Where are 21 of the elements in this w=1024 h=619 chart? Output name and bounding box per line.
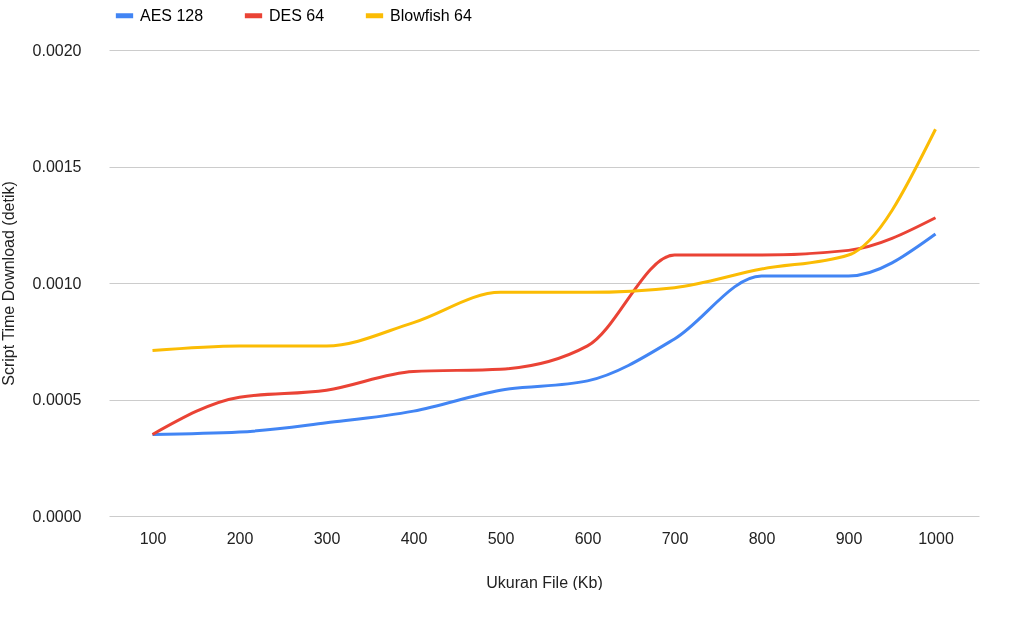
x-tick-label: 500 (487, 529, 515, 547)
line-series (151, 127, 937, 353)
y-axis-title: Script Time Download (detik) (0, 181, 17, 386)
x-tick-label: 600 (574, 529, 602, 547)
legend-label: Blowfish 64 (390, 6, 472, 24)
x-tick-label: 700 (661, 529, 689, 547)
x-tick-label: 1000 (918, 529, 954, 547)
y-tick-label: 0.0020 (32, 41, 82, 59)
x-tick-label: 800 (748, 529, 776, 547)
x-tick-label: 100 (139, 529, 167, 547)
y-tick-label: 0.0015 (32, 158, 82, 175)
y-tick-label: 0.0005 (32, 391, 82, 408)
x-tick-label: 900 (835, 529, 863, 547)
y-tick-label: 0.0010 (32, 274, 82, 292)
legend-label: DES 64 (269, 6, 325, 24)
x-tick-label: 200 (226, 529, 254, 547)
x-tick-label: 400 (400, 529, 428, 547)
legend-label: AES 128 (140, 6, 204, 24)
x-tick-label: 300 (313, 529, 341, 547)
x-axis-title: Ukuran File (Kb) (486, 573, 603, 591)
y-tick-label: 0.0000 (32, 507, 82, 525)
